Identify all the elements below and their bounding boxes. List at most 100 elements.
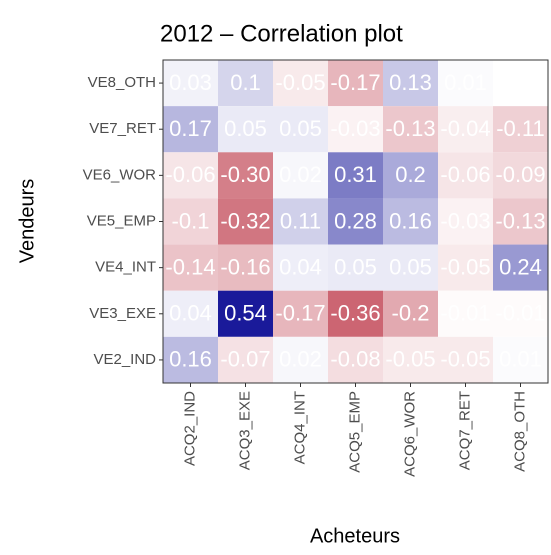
cell	[218, 106, 273, 153]
cell	[438, 290, 493, 337]
cell	[383, 198, 438, 245]
cell-label: 0.31	[334, 162, 377, 187]
cell	[328, 244, 383, 291]
y-tick-label: VE4_INT	[95, 259, 156, 276]
cell	[383, 290, 438, 337]
cell-label: -0.17	[275, 301, 325, 326]
cell	[273, 152, 328, 199]
cell-label: -0.09	[495, 162, 545, 187]
cell-label: 0.02	[279, 162, 322, 187]
cell-label: -0.32	[220, 208, 270, 233]
cell	[383, 152, 438, 199]
x-tick-label: ACQ7_RET	[456, 391, 473, 470]
cell	[493, 152, 548, 199]
cell-label: -0.13	[385, 116, 435, 141]
cell	[438, 60, 493, 107]
cell-label: -0.03	[330, 116, 380, 141]
cell-label: 0.05	[279, 116, 322, 141]
cell	[163, 290, 218, 337]
cell	[218, 336, 273, 383]
cell-label: 0.13	[389, 70, 432, 95]
cell-label: 0.05	[389, 254, 432, 279]
cell	[328, 336, 383, 383]
y-tick-label: VE5_EMP	[87, 212, 156, 229]
y-tick-label: VE2_IND	[93, 351, 156, 368]
cell-label: 0.01	[444, 70, 487, 95]
cell	[273, 106, 328, 153]
cell	[438, 198, 493, 245]
cell	[163, 152, 218, 199]
cell	[218, 290, 273, 337]
cell	[328, 198, 383, 245]
cell-label: 0.04	[169, 301, 212, 326]
cell-label: -0.05	[440, 254, 490, 279]
cell-label: 0.02	[279, 347, 322, 372]
cell-label: -0.04	[440, 116, 490, 141]
x-tick-label: ACQ2_IND	[181, 391, 198, 466]
cell-label: 0.01	[499, 347, 542, 372]
cell	[273, 60, 328, 107]
y-axis-title: Vendeurs	[16, 179, 38, 264]
cell	[438, 244, 493, 291]
cell-label: -0.01	[495, 301, 545, 326]
cell	[438, 152, 493, 199]
cell-label: -0.13	[495, 208, 545, 233]
cell-label: 0.11	[280, 208, 321, 233]
cell-label: -0.30	[220, 162, 270, 187]
cell	[328, 152, 383, 199]
cell	[218, 152, 273, 199]
cell-label: -0.1	[172, 208, 210, 233]
cell	[493, 106, 548, 153]
cell	[163, 244, 218, 291]
cell	[218, 60, 273, 107]
cell-label: 0.05	[224, 116, 267, 141]
y-tick-label: VE8_OTH	[88, 74, 156, 91]
cell-label: -0.2	[392, 301, 430, 326]
cell-label: 0.03	[169, 70, 212, 95]
cell	[273, 290, 328, 337]
x-tick-label: ACQ6_WOR	[401, 391, 418, 477]
cell	[438, 106, 493, 153]
cell-label: -0.36	[330, 301, 380, 326]
y-tick-label: VE6_WOR	[83, 166, 157, 183]
cell	[383, 244, 438, 291]
cell-label: -0.11	[496, 116, 545, 141]
cell	[493, 290, 548, 337]
cell-label: -0.05	[440, 347, 490, 372]
cell	[328, 290, 383, 337]
cell-label: 0.16	[389, 208, 432, 233]
cell-label: 0.2	[395, 162, 426, 187]
cell-label: 0.04	[279, 254, 322, 279]
cell	[163, 106, 218, 153]
cell	[273, 198, 328, 245]
cell	[273, 244, 328, 291]
cell-label: -0.05	[275, 70, 325, 95]
x-tick-label: ACQ4_INT	[291, 391, 308, 464]
cell	[273, 336, 328, 383]
cell	[218, 198, 273, 245]
cell	[163, 60, 218, 107]
cell-label: -0.01	[440, 301, 490, 326]
y-tick-label: VE7_RET	[89, 120, 156, 137]
chart-title: 2012 – Correlation plot	[160, 20, 403, 47]
x-tick-label: ACQ8_OTH	[511, 391, 528, 472]
cell-label: -0.08	[330, 347, 380, 372]
x-tick-label: ACQ3_EXE	[236, 391, 253, 470]
cell-label: -0.05	[385, 347, 435, 372]
cell-label: 0.24	[499, 254, 542, 279]
cell	[438, 336, 493, 383]
cell-label: -0.03	[440, 208, 490, 233]
cell	[383, 106, 438, 153]
y-tick-label: VE3_EXE	[89, 305, 156, 322]
cell-label: -0.14	[165, 254, 215, 279]
cell	[493, 198, 548, 245]
cell-label: -0.06	[165, 162, 215, 187]
x-tick-label: ACQ5_EMP	[346, 391, 363, 473]
cell-label: 0.16	[169, 347, 212, 372]
cell-label: 0.05	[334, 254, 377, 279]
cell	[383, 336, 438, 383]
cell	[328, 106, 383, 153]
cell	[493, 244, 548, 291]
cell-label: -0.17	[330, 70, 380, 95]
